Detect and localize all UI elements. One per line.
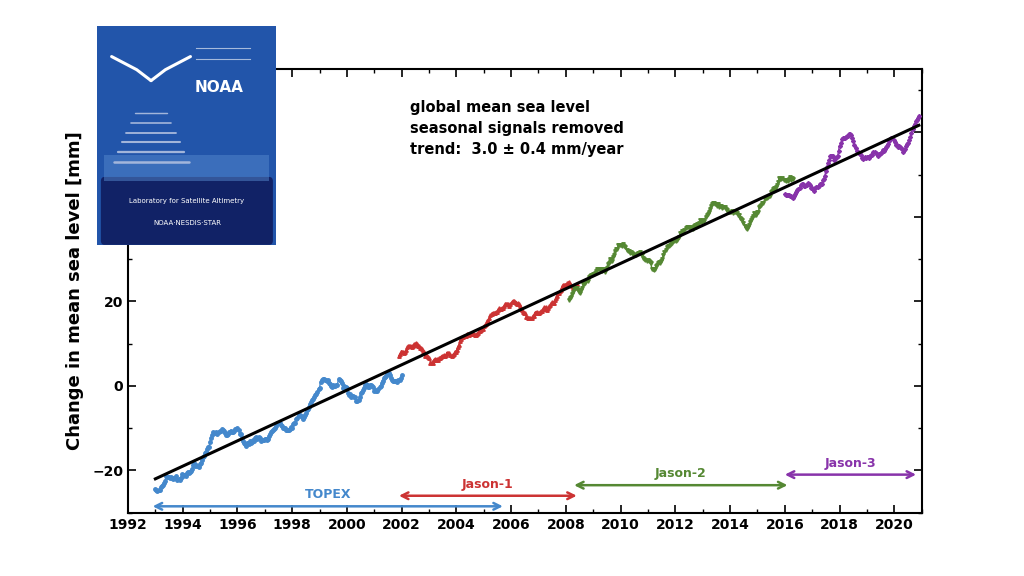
Text: Jason-1: Jason-1 [462, 478, 514, 491]
Text: NOAA: NOAA [195, 79, 244, 94]
Text: Jason-2: Jason-2 [655, 467, 707, 480]
Text: Jason-3: Jason-3 [824, 457, 877, 469]
FancyBboxPatch shape [100, 177, 273, 245]
Text: Laboratory for Satellite Altimetry: Laboratory for Satellite Altimetry [129, 198, 245, 204]
FancyBboxPatch shape [94, 21, 281, 249]
Text: global mean sea level
seasonal signals removed
trend:  3.0 ± 0.4 mm/year: global mean sea level seasonal signals r… [410, 100, 624, 157]
Text: NOAA·NESDIS·STAR: NOAA·NESDIS·STAR [153, 220, 221, 226]
Text: TOPEX: TOPEX [304, 488, 351, 501]
FancyBboxPatch shape [104, 155, 269, 181]
Y-axis label: Change in mean sea level [mm]: Change in mean sea level [mm] [66, 131, 84, 450]
